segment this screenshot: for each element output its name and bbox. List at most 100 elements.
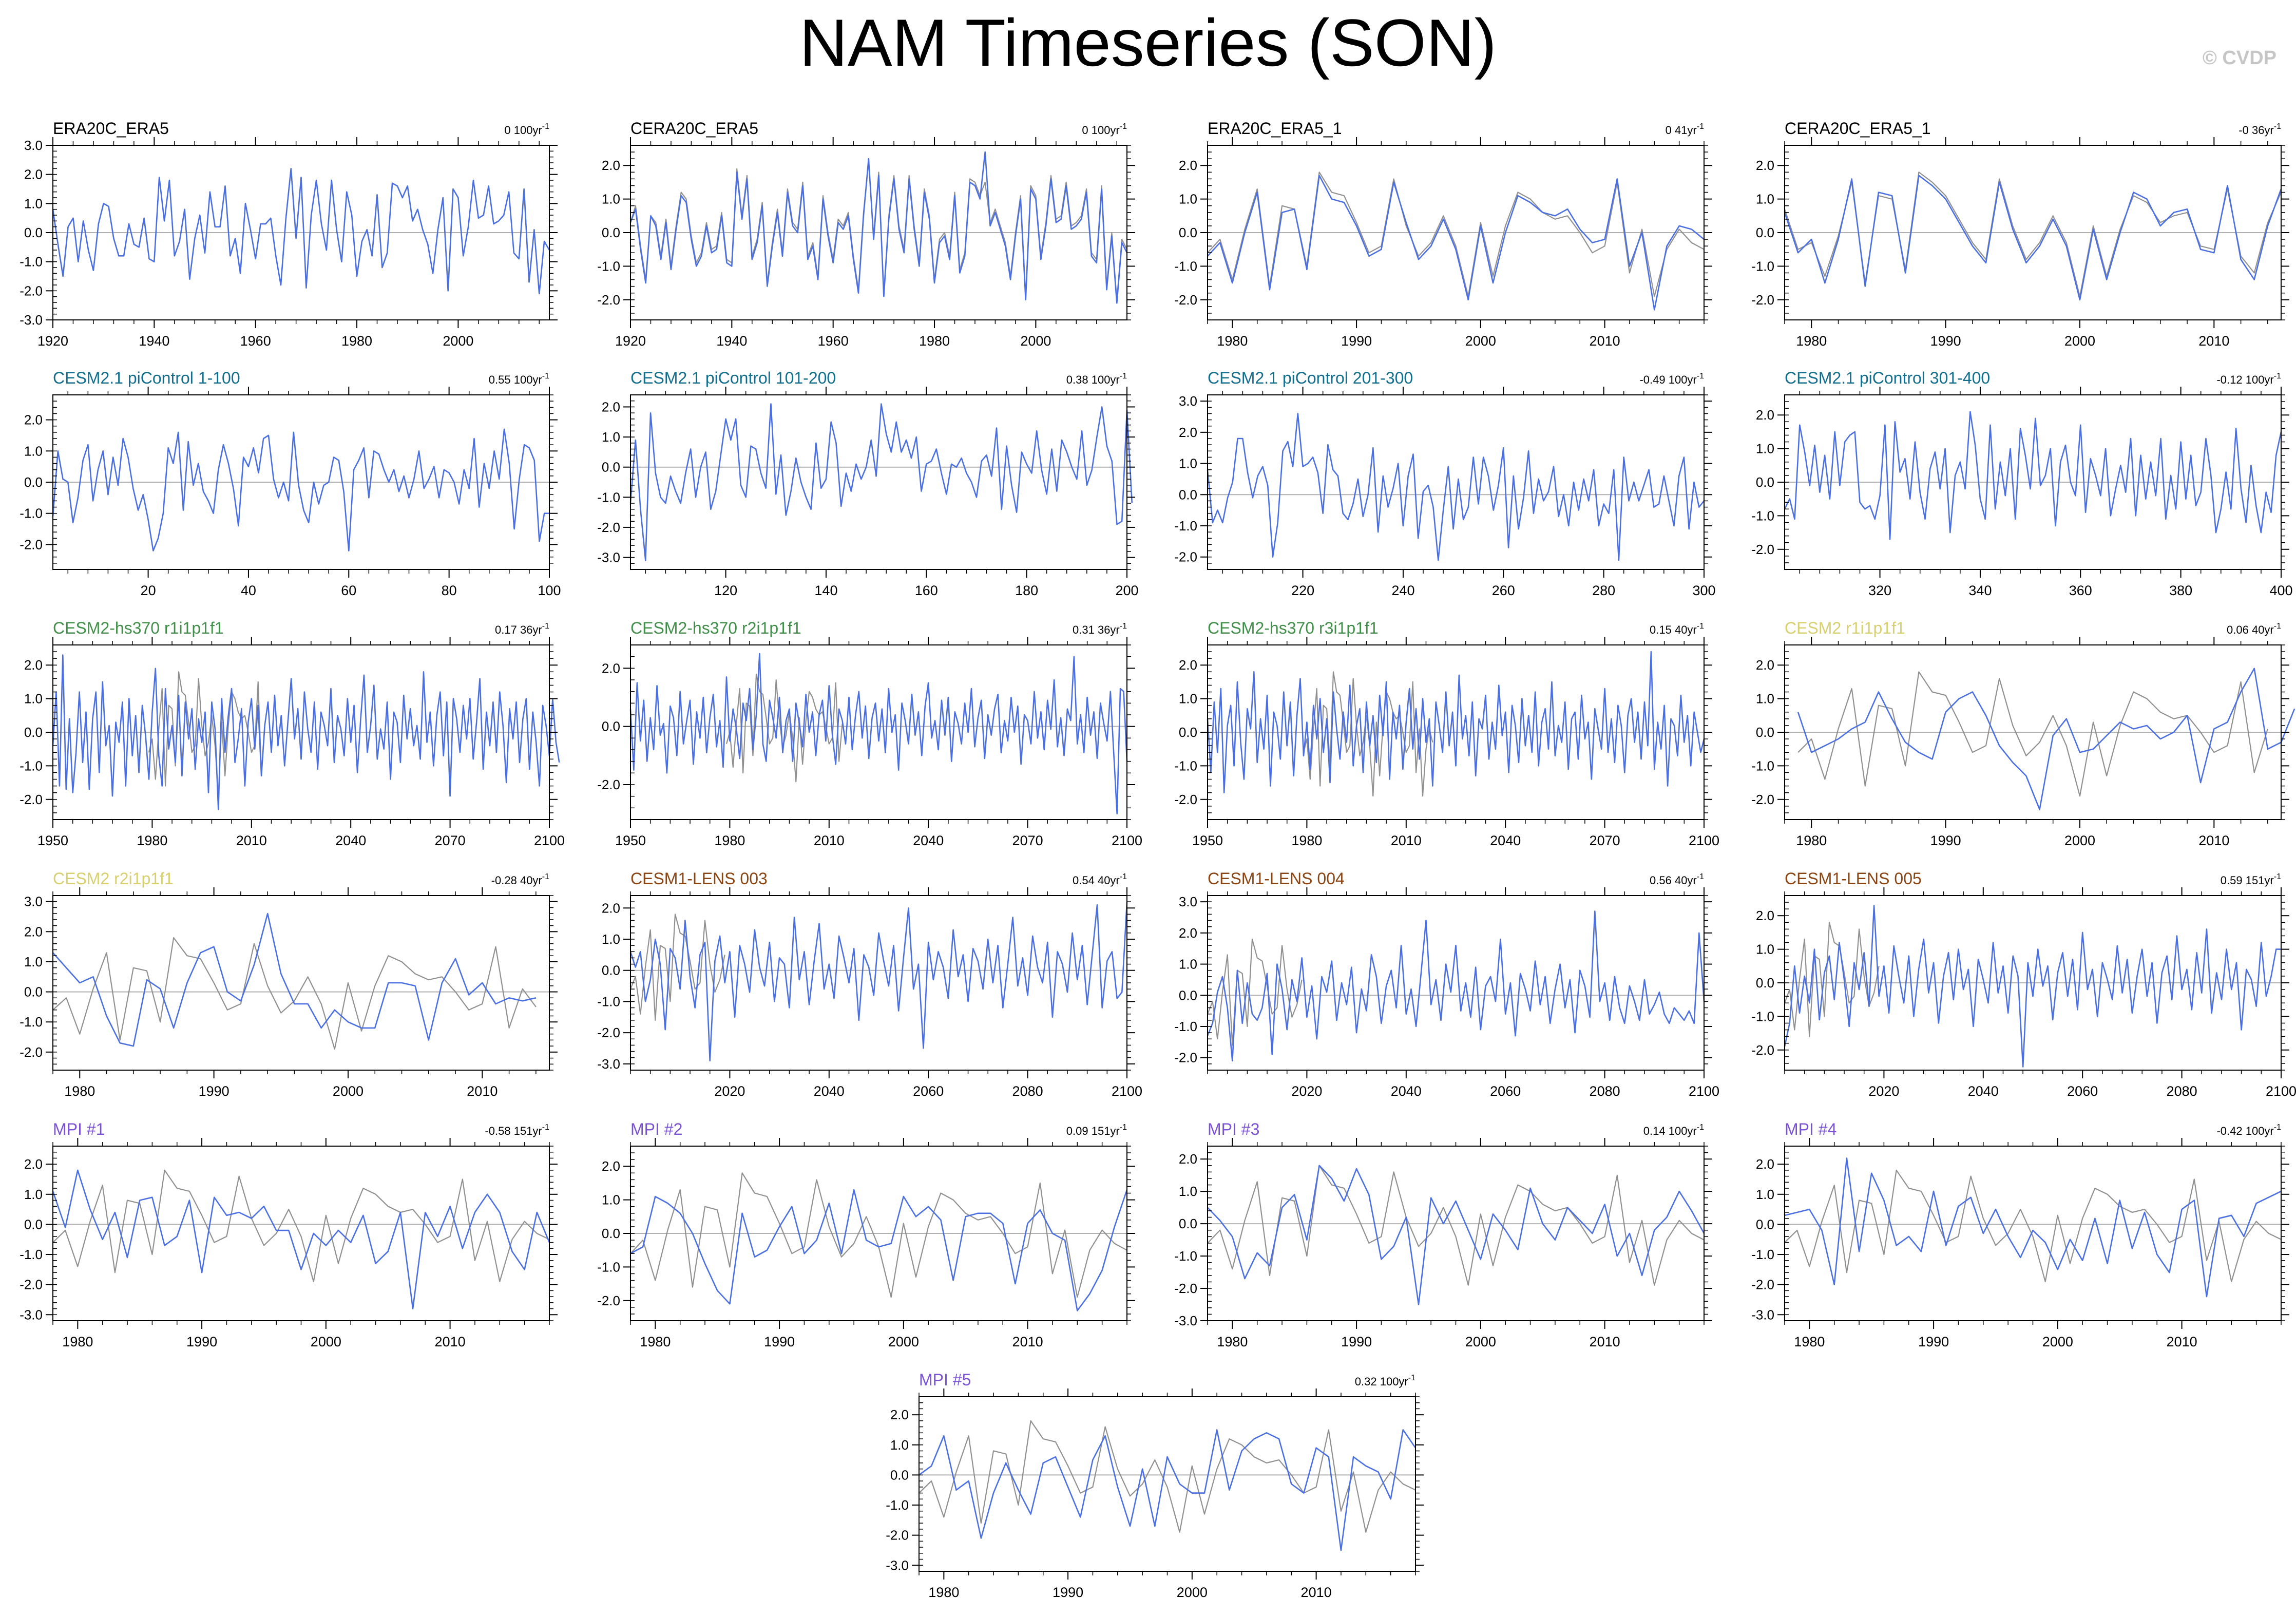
panel-trend: 0.55 100yr-1 [489,372,549,386]
y-tick-label: 0.0 [1756,725,1774,740]
panel-title: CERA20C_ERA5 [630,119,758,138]
x-tick-label: 2100 [1689,1083,1719,1099]
y-tick-label: 0.0 [24,984,43,1000]
y-tick-label: 1.0 [1756,691,1774,707]
chart-panel: CESM2.1 piControl 101-200 0.38 100yr-1 2.0… [597,369,1138,598]
panel-trend-unit: -1 [542,372,549,381]
y-tick-label: 0.0 [1179,225,1197,240]
y-tick-label: 0.0 [1756,474,1774,490]
panel-trend: -0.28 40yr-1 [491,872,549,887]
observed-series-line [629,914,725,1021]
chart-panel: CESM1-LENS 004 0.56 40yr-1 3.0 2.0 1.0 0.0 -1.… [1174,869,1719,1099]
y-tick-label: -2.0 [1174,1281,1197,1296]
y-tick-label: 3.0 [1179,393,1197,409]
y-tick-label: 1.0 [24,443,43,459]
y-tick-label: -2.0 [1751,542,1774,557]
y-tick-label: 0.0 [24,225,43,240]
observed-series-line [1207,1165,1705,1286]
chart-panel: CERA20C_ERA5_1 -0 36yr-1 2.0 1.0 0.0 -1.0 -2.0… [1751,119,2289,349]
observed-series-line [52,937,537,1050]
x-tick-label: 1960 [240,333,271,349]
panel-title: MPI #4 [1785,1120,1836,1138]
y-tick-label: -2.0 [20,537,43,552]
y-tick-label: 0.0 [1756,1216,1774,1232]
y-tick-label: -1.0 [597,489,620,505]
model-series-line [1797,668,2295,810]
panel-trend: -0.42 100yr-1 [2216,1123,2281,1137]
x-tick-label: 2000 [1465,1334,1496,1349]
model-series-line [52,912,537,1047]
model-series-line [1784,175,2282,301]
y-tick-label: -1.0 [20,1014,43,1030]
panel-trend-unit: -1 [2274,872,2281,881]
y-tick-label: 1.0 [1756,942,1774,957]
x-tick-label: 1920 [615,333,646,349]
x-tick-label: 2000 [1177,1585,1208,1600]
y-tick-label: -3.0 [1751,1307,1774,1322]
x-tick-label: 140 [814,583,837,598]
x-tick-label: 2060 [2067,1083,2098,1099]
model-series-line [1207,413,1705,561]
panel-title: CESM2.1 piControl 101-200 [630,369,836,387]
y-tick-label: 1.0 [602,429,620,445]
x-tick-label: 2010 [2198,333,2229,349]
model-series-line [630,1189,1128,1311]
y-tick-label: 1.0 [1179,691,1197,707]
panel-trend: -0.58 151yr-1 [485,1123,549,1137]
y-tick-label: -2.0 [1751,292,1774,308]
model-series-line [52,654,560,810]
observed-series-line [1303,671,1433,797]
y-tick-label: 2.0 [602,399,620,414]
y-tick-label: -2.0 [886,1528,909,1543]
y-tick-label: 1.0 [1756,1187,1774,1202]
y-tick-label: 0.0 [1179,725,1197,740]
x-tick-label: 2070 [1590,833,1620,848]
plot-frame [630,394,1127,570]
model-series-line [1784,905,2281,1068]
y-tick-label: 2.0 [1179,1151,1197,1167]
model-series-line [1207,651,1705,793]
y-tick-label: -2.0 [20,792,43,807]
chart-panel: CESM1-LENS 003 0.54 40yr-1 2.0 1.0 0.0 -1.0 -2… [597,869,1142,1099]
panel-trend: -0.49 100yr-1 [1639,372,1704,386]
panel-trend-unit: -1 [1697,622,1704,631]
y-tick-label: -1.0 [20,506,43,521]
model-series-line [1207,910,1705,1062]
y-tick-label: -1.0 [1174,258,1197,274]
panel-trend-unit: -1 [2274,122,2281,131]
x-tick-label: 2010 [1590,1334,1620,1349]
panel-trend: 0.17 36yr-1 [495,622,549,636]
panel-trend: 0.06 40yr-1 [2227,622,2281,636]
chart-panel: MPI #3 0.14 100yr-1 2.0 1.0 0.0 -1.0 -2.0 -3.0 1… [1174,1120,1712,1349]
panel-title: MPI #2 [630,1120,682,1138]
x-tick-label: 1980 [1217,1334,1248,1349]
y-tick-label: 1.0 [24,691,43,707]
panel-trend-unit: -1 [1697,872,1704,881]
x-tick-label: 1980 [64,1083,95,1099]
x-tick-label: 400 [2269,583,2292,598]
y-tick-label: 1.0 [890,1437,909,1453]
panel-title: CERA20C_ERA5_1 [1785,119,1931,138]
panel-trend-unit: -1 [1120,122,1127,131]
x-tick-label: 180 [1015,583,1038,598]
observed-series-line [1207,938,1303,1046]
panel-trend: 0 100yr-1 [1082,122,1127,137]
x-tick-label: 1990 [199,1083,229,1099]
observed-series-line [1784,922,1880,1037]
y-tick-label: 1.0 [1179,1184,1197,1199]
y-tick-label: 1.0 [24,1187,43,1202]
y-tick-label: 2.0 [1179,657,1197,673]
panel-title: CESM2-hs370 r3i1p1f1 [1208,619,1379,637]
y-tick-label: 2.0 [24,1156,43,1172]
y-tick-label: -2.0 [1174,549,1197,565]
x-tick-label: 1950 [615,833,646,848]
x-tick-label: 2000 [1465,333,1496,349]
y-tick-label: -2.0 [597,1293,620,1308]
model-series-line [629,653,1128,814]
x-tick-label: 1980 [640,1334,671,1349]
y-tick-label: 2.0 [1756,657,1774,673]
panel-title: MPI #5 [919,1371,971,1389]
y-tick-label: 3.0 [24,894,43,909]
panel-trend-unit: -1 [1120,1123,1127,1132]
